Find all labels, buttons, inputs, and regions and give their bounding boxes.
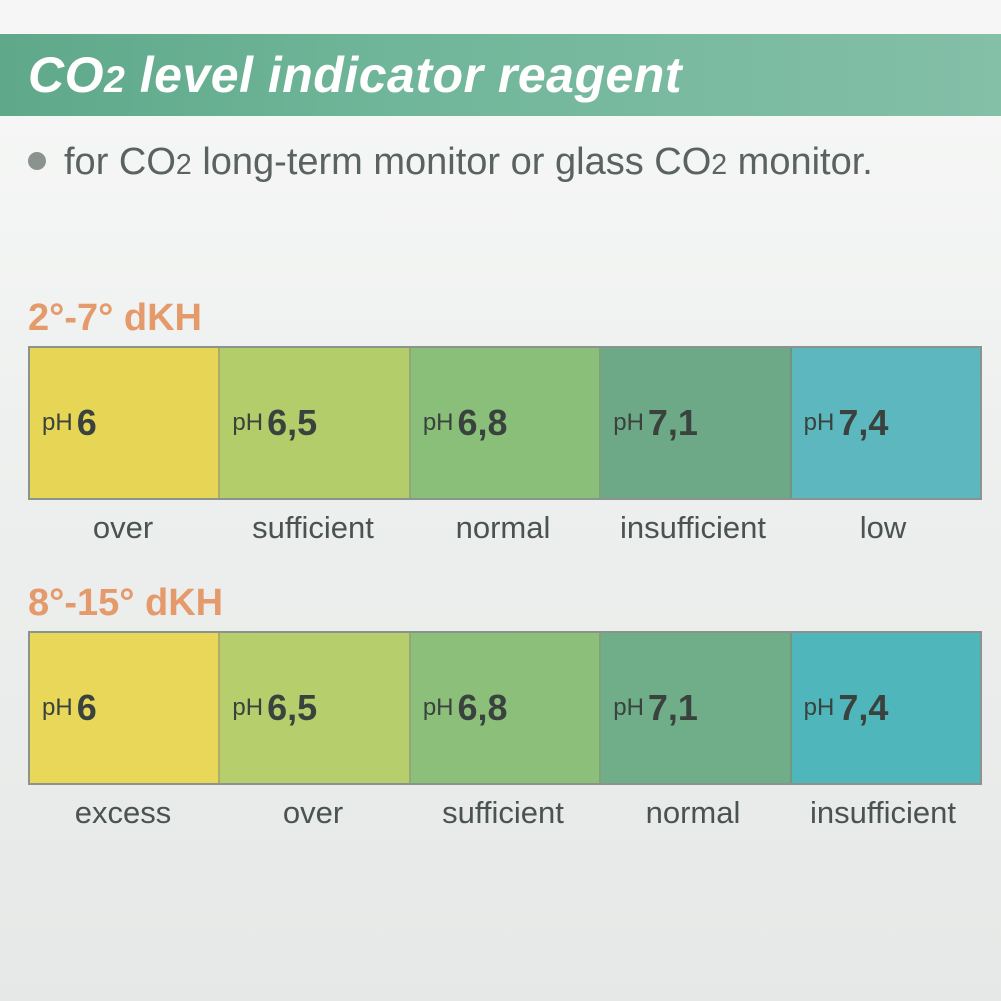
- ph-prefix: pH: [423, 409, 454, 437]
- status-label: sufficient: [408, 795, 598, 831]
- ph-value: 6: [77, 402, 97, 444]
- bullet-icon: [28, 152, 46, 170]
- swatch: pH 6,5: [220, 633, 410, 783]
- swatch-row-1: pH 6 pH 6,5 pH 6,8 pH 7,1 pH 7,4: [28, 346, 982, 500]
- status-label: normal: [598, 795, 788, 831]
- subtitle-text: for CO2 long-term monitor or glass CO2 m…: [64, 138, 873, 187]
- subtitle-part: monitor.: [727, 141, 873, 183]
- ph-value: 6,5: [267, 687, 317, 729]
- ph-prefix: pH: [423, 694, 454, 722]
- swatch: pH 7,1: [601, 633, 791, 783]
- swatch: pH 7,4: [792, 633, 980, 783]
- ph-prefix: pH: [804, 409, 835, 437]
- ph-value: 6,8: [458, 402, 508, 444]
- status-label: insufficient: [598, 510, 788, 546]
- subtitle-sub: 2: [711, 149, 727, 181]
- subtitle-sub: 2: [176, 149, 192, 181]
- status-label: over: [28, 510, 218, 546]
- title-pre: CO: [28, 47, 104, 103]
- section-2-7-dkh: 2°-7° dKH pH 6 pH 6,5 pH 6,8 pH 7,1 pH 7…: [0, 297, 1001, 546]
- status-label: insufficient: [788, 795, 978, 831]
- ph-value: 7,4: [838, 402, 888, 444]
- page-root: CO2 level indicator reagent for CO2 long…: [0, 34, 1001, 1001]
- ph-prefix: pH: [804, 694, 835, 722]
- swatch: pH 7,1: [601, 348, 791, 498]
- section-8-15-dkh: 8°-15° dKH pH 6 pH 6,5 pH 6,8 pH 7,1 pH …: [0, 582, 1001, 831]
- ph-value: 7,1: [648, 402, 698, 444]
- label-row-1: over sufficient normal insufficient low: [28, 510, 978, 546]
- subtitle-row: for CO2 long-term monitor or glass CO2 m…: [0, 116, 1001, 187]
- status-label: sufficient: [218, 510, 408, 546]
- subtitle-part: for CO: [64, 141, 176, 183]
- swatch: pH 6: [30, 633, 220, 783]
- subtitle-part: long-term monitor or glass CO: [192, 141, 712, 183]
- ph-prefix: pH: [232, 409, 263, 437]
- swatch-row-2: pH 6 pH 6,5 pH 6,8 pH 7,1 pH 7,4: [28, 631, 982, 785]
- swatch: pH 6,5: [220, 348, 410, 498]
- title-post: level indicator reagent: [125, 47, 682, 103]
- ph-prefix: pH: [613, 694, 644, 722]
- swatch: pH 6,8: [411, 633, 601, 783]
- title-bar: CO2 level indicator reagent: [0, 34, 1001, 116]
- label-row-2: excess over sufficient normal insufficie…: [28, 795, 978, 831]
- ph-value: 6,8: [458, 687, 508, 729]
- ph-value: 6: [77, 687, 97, 729]
- swatch: pH 6,8: [411, 348, 601, 498]
- status-label: over: [218, 795, 408, 831]
- swatch: pH 7,4: [792, 348, 980, 498]
- status-label: low: [788, 510, 978, 546]
- ph-value: 7,4: [838, 687, 888, 729]
- ph-value: 6,5: [267, 402, 317, 444]
- ph-prefix: pH: [42, 694, 73, 722]
- status-label: normal: [408, 510, 598, 546]
- swatch: pH 6: [30, 348, 220, 498]
- range-label-1: 2°-7° dKH: [28, 297, 981, 340]
- ph-prefix: pH: [613, 409, 644, 437]
- status-label: excess: [28, 795, 218, 831]
- title-sub: 2: [104, 58, 125, 100]
- ph-prefix: pH: [42, 409, 73, 437]
- range-label-2: 8°-15° dKH: [28, 582, 981, 625]
- ph-value: 7,1: [648, 687, 698, 729]
- ph-prefix: pH: [232, 694, 263, 722]
